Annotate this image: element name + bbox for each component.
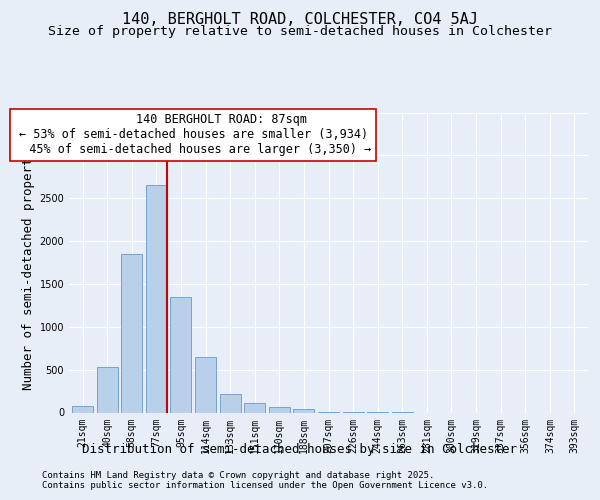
Bar [121, 254, 142, 412]
Bar [195, 357, 216, 412]
Bar [170, 297, 191, 412]
Text: Distribution of semi-detached houses by size in Colchester: Distribution of semi-detached houses by … [83, 442, 517, 456]
Bar [72, 406, 93, 412]
Bar [269, 406, 290, 412]
Bar [146, 186, 167, 412]
Text: 140, BERGHOLT ROAD, COLCHESTER, CO4 5AJ: 140, BERGHOLT ROAD, COLCHESTER, CO4 5AJ [122, 12, 478, 28]
Text: Contains HM Land Registry data © Crown copyright and database right 2025.: Contains HM Land Registry data © Crown c… [42, 471, 434, 480]
Text: Contains public sector information licensed under the Open Government Licence v3: Contains public sector information licen… [42, 481, 488, 490]
Text: 140 BERGHOLT ROAD: 87sqm
← 53% of semi-detached houses are smaller (3,934)
  45%: 140 BERGHOLT ROAD: 87sqm ← 53% of semi-d… [15, 114, 371, 156]
Bar [244, 403, 265, 412]
Bar [293, 408, 314, 412]
Y-axis label: Number of semi-detached properties: Number of semi-detached properties [22, 135, 35, 390]
Bar [97, 367, 118, 412]
Bar [220, 394, 241, 412]
Text: Size of property relative to semi-detached houses in Colchester: Size of property relative to semi-detach… [48, 25, 552, 38]
